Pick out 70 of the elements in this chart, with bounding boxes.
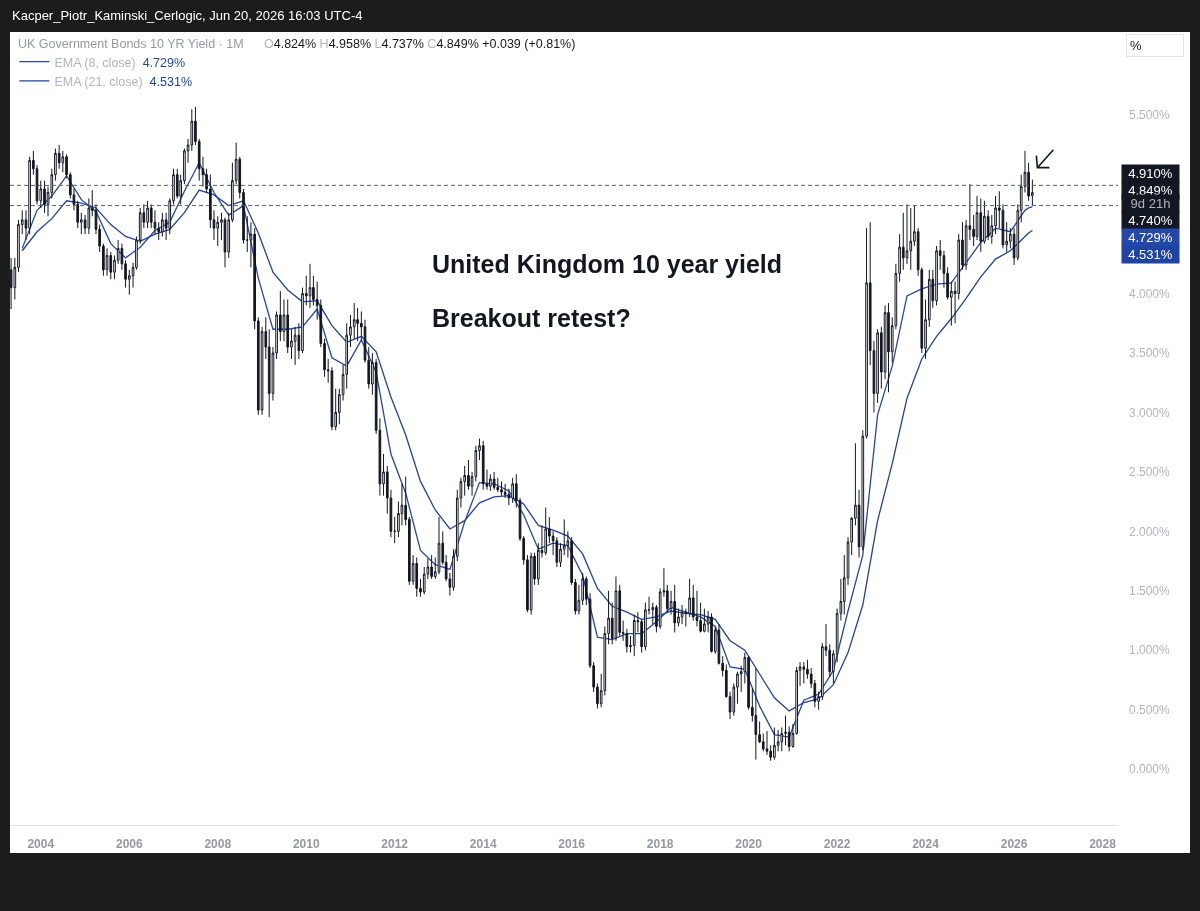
y-tick-label: 0.500% [1129,702,1171,717]
candlestick [481,440,485,491]
candlestick [680,604,684,625]
candlestick [979,197,983,253]
x-tick-label: 2020 [735,837,763,852]
x-tick-label: 2010 [292,837,320,852]
y-tick-label: 1.000% [1129,643,1171,658]
candlestick [614,576,618,642]
x-tick-label: 2014 [469,837,497,852]
candlestick [146,200,149,229]
candlestick [293,326,297,366]
candlestick [632,614,636,657]
candlestick [356,307,359,342]
annotation: 4.531% [149,74,193,89]
ref-line-label: 4.910% [1128,166,1173,181]
annotation: 4.729% [142,55,186,70]
chart-title: UK Government Bonds 10 YR Yield · 1M [18,37,244,52]
candlestick [415,557,419,598]
candlestick [105,247,109,277]
annotation: United Kingdom 10 year yield [432,250,783,278]
x-tick-label: 2004 [27,837,55,852]
candlestick [773,727,776,761]
candlestick [673,584,677,633]
candlestick [10,257,13,310]
candlestick [223,216,227,268]
candlestick [887,302,890,393]
text: % [1130,38,1142,53]
x-tick-label: 2018 [646,837,674,852]
x-tick-label: 2024 [912,837,940,852]
candlestick [489,473,492,492]
x-tick-label: 2012 [381,837,409,852]
text: 9d 21h [1130,196,1171,211]
candlestick [909,207,913,271]
candlestick [802,661,806,685]
y-tick-label: 4.000% [1129,286,1171,301]
y-tick-label: 5.500% [1129,108,1171,123]
y-tick-label: 2.000% [1129,524,1171,539]
candlestick [430,554,433,580]
candlestick [710,612,713,654]
x-tick-label: 2006 [115,837,143,852]
candlestick [43,180,46,214]
annotation: Breakout retest? [432,304,631,332]
x-tick-label: 2028 [1089,837,1117,852]
y-tick-label: 1.500% [1129,583,1171,598]
candlestick [437,516,441,575]
y-tick-label: 0.000% [1129,762,1171,777]
y-tick-label: 3.500% [1129,346,1171,361]
candlestick [529,552,533,616]
candlestick [754,667,758,761]
candlestick [109,251,113,280]
x-tick-label: 2022 [823,837,851,852]
x-tick-label: 2008 [204,837,232,852]
text: 4.849% [1128,183,1173,198]
candlestick [544,507,548,556]
x-tick-label: 2026 [1000,837,1028,852]
candlestick [161,212,164,237]
legend-label: EMA (21, close) [54,74,143,89]
candlestick [500,480,503,497]
candlestick [511,477,514,504]
x-tick-label: 2016 [558,837,586,852]
annotation: O4.824% H4.958% L4.737% C4.849% +0.039 (+0.81%) [264,37,576,51]
y-tick-label: 3.000% [1129,405,1171,420]
legend-label: EMA (8, close) [54,55,136,70]
text: Kacper_Piotr_Kaminski_Cerlogic, Jun 20, 2026 16:03 UTC-4 [12,8,363,23]
text: 4.729% [1128,230,1173,245]
candlestick [308,263,312,309]
text: 4.531% [1128,247,1173,262]
ref-line-label: 4.740% [1128,213,1173,228]
candlestick [492,471,496,491]
y-tick-label: 2.500% [1129,465,1171,480]
